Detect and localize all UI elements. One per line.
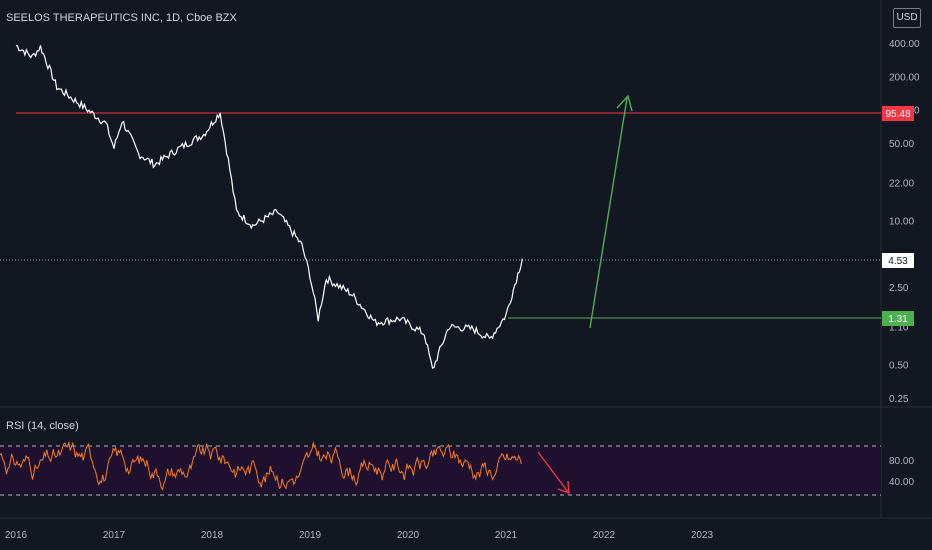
currency-badge[interactable]: USD [893, 8, 921, 28]
y-tick-label: 1.10 [889, 323, 909, 334]
x-tick-label: 2017 [103, 530, 126, 541]
resistance-badge-label: 95.48 [885, 109, 910, 120]
rsi-series-line [0, 440, 522, 491]
y-tick-label: 2.50 [889, 283, 909, 294]
y-tick-label: 400.00 [889, 39, 920, 50]
price-series-line [15, 44, 523, 369]
chart-title: SEELOS THERAPEUTICS INC, 1D, Cboe BZX [6, 12, 237, 24]
y-tick-label: 0.25 [889, 394, 909, 405]
x-tick-label: 2018 [201, 530, 224, 541]
y-axis-ticks: 400.00200.00100.0050.0022.0010.002.501.1… [889, 39, 920, 405]
down-projection-arrow [537, 451, 570, 495]
x-tick-label: 2019 [299, 530, 322, 541]
rsi-tick-80: 80.00 [889, 456, 914, 467]
x-tick-label: 2016 [5, 530, 28, 541]
current-price-badge [882, 253, 914, 268]
x-tick-label: 2020 [397, 530, 420, 541]
support-badge [882, 311, 914, 326]
rsi-tick-40: 40.00 [889, 477, 914, 488]
x-axis-ticks: 2016 2017 2018 2019 2020 2021 2022 2023 [5, 530, 714, 541]
y-tick-label: 10.00 [889, 217, 914, 228]
x-tick-label: 2023 [691, 530, 714, 541]
x-tick-label: 2021 [495, 530, 518, 541]
y-tick-label: 200.00 [889, 72, 920, 83]
support-badge-label: 1.31 [888, 314, 908, 325]
resistance-badge [882, 106, 914, 121]
y-tick-label: 0.50 [889, 361, 909, 372]
y-tick-label: 22.00 [889, 179, 914, 190]
current-price-badge-label: 4.53 [888, 256, 908, 267]
x-tick-label: 2022 [593, 530, 616, 541]
up-projection-arrow [589, 94, 633, 329]
rsi-band [0, 446, 881, 495]
y-tick-label: 50.00 [889, 139, 914, 150]
rsi-title: RSI (14, close) [6, 420, 79, 432]
